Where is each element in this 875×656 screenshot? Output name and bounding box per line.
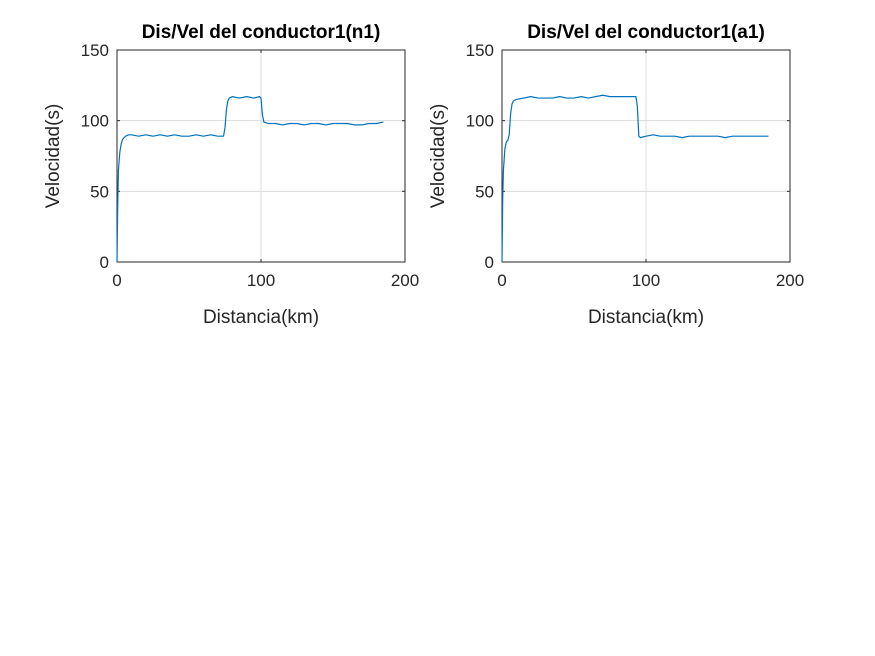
- chart-title: Dis/Vel del conductor1(n1): [142, 22, 381, 43]
- grid: [117, 50, 405, 262]
- y-tick-label: 0: [100, 253, 109, 272]
- y-tick-label: 100: [81, 112, 109, 131]
- y-tick-label: 50: [475, 182, 494, 201]
- x-tick-label: 200: [776, 271, 804, 290]
- x-tick-label: 100: [247, 271, 275, 290]
- series: [116, 96, 384, 263]
- x-tick-label: 0: [497, 271, 506, 290]
- y-tick-label: 150: [81, 41, 109, 60]
- series: [501, 94, 769, 263]
- ticks: 0 100 200 0 50 100 150: [81, 41, 420, 290]
- x-axis-label: Distancia(km): [588, 307, 704, 328]
- x-tick-label: 100: [632, 271, 660, 290]
- y-tick-label: 100: [466, 112, 494, 131]
- y-axis-label: Velocidad(s): [428, 104, 449, 209]
- y-tick-label: 50: [90, 182, 109, 201]
- chart-distance-velocity-n1: 0 100 200 0 50 100 150 Dis/Vel del conductor1(…: [43, 22, 419, 328]
- grid: [502, 50, 790, 262]
- series-line: [116, 96, 384, 263]
- x-tick-label: 0: [112, 271, 121, 290]
- x-axis-label: Distancia(km): [203, 307, 319, 328]
- y-tick-label: 150: [466, 41, 494, 60]
- x-tick-label: 200: [391, 271, 419, 290]
- series-line: [501, 94, 769, 263]
- y-axis-label: Velocidad(s): [43, 104, 64, 209]
- chart-distance-velocity-a1: 0 100 200 0 50 100 150 Dis/Vel del conductor1(…: [428, 22, 804, 328]
- y-tick-label: 0: [485, 253, 494, 272]
- ticks: 0 100 200 0 50 100 150: [466, 41, 805, 290]
- chart-title: Dis/Vel del conductor1(a1): [527, 22, 765, 43]
